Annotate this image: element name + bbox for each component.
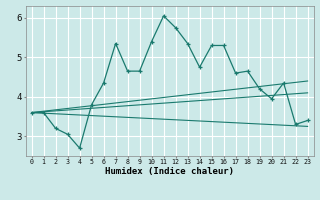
X-axis label: Humidex (Indice chaleur): Humidex (Indice chaleur) — [105, 167, 234, 176]
